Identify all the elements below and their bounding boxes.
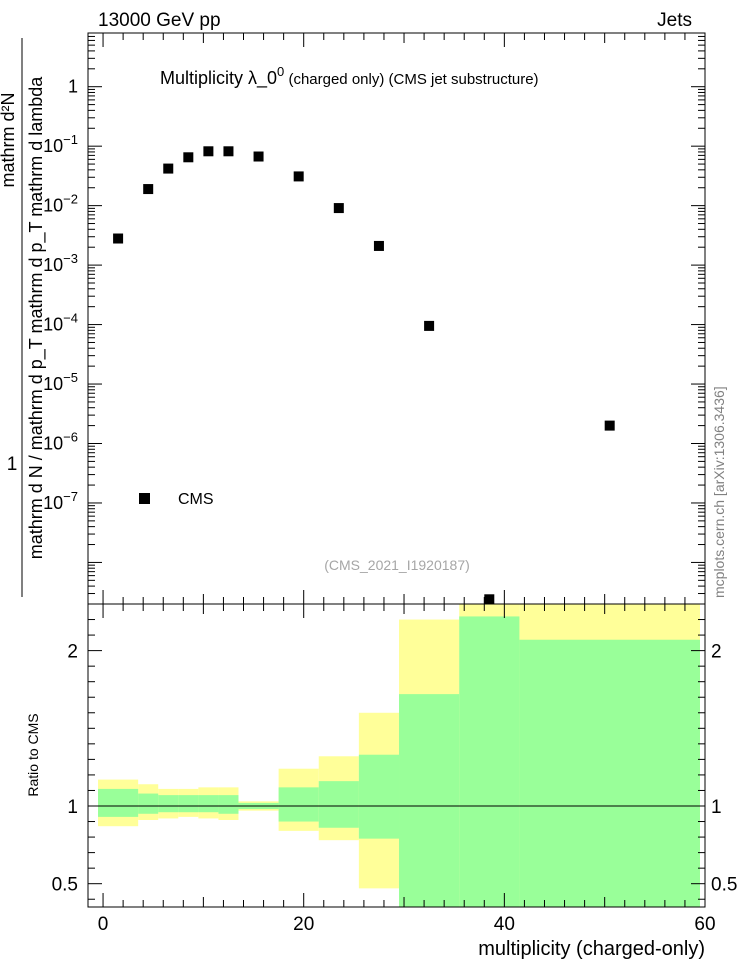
ratio-y-tick-label-right: 1 (711, 797, 722, 818)
ratio-x-tick-label: 0 (98, 914, 109, 935)
ratio-inner-band (198, 795, 219, 813)
ratio-y-tick-label-left: 1 (67, 797, 78, 818)
main-y-tick-labels: 1 10−1 10−2 10−3 10−4 10−5 10−6 10−7 (43, 77, 78, 513)
ratio-x-tick-label: 40 (494, 914, 515, 935)
ratio-x-tick-labels: 0 20 40 60 (98, 914, 716, 935)
data-point-cms (604, 420, 615, 431)
data-point-cms (293, 171, 304, 182)
data-point-cms (373, 240, 384, 251)
ratio-inner-band (399, 694, 460, 907)
ratio-y-tick-labels: 0.5 0.5 1 1 2 2 (52, 642, 738, 896)
ratio-inner-band (459, 616, 520, 907)
header-process-label: Jets (657, 10, 692, 31)
ylabel-numerator: mathrm d²N (0, 92, 18, 187)
ratio-inner-band (138, 793, 159, 814)
ylabel-prefix: 1 (7, 454, 18, 475)
data-point-cms (333, 203, 344, 214)
header-energy-label: 13000 GeV pp (98, 10, 221, 31)
ratio-y-tick-label-right: 0.5 (711, 875, 737, 896)
ratio-inner-band (318, 781, 359, 828)
main-y-tick-label: 10−5 (43, 370, 78, 394)
data-point-cms (484, 594, 495, 605)
plot-title-rest: (charged only) (CMS jet substructure) (284, 71, 538, 88)
ratio-y-tick-label-left: 2 (67, 642, 78, 663)
ratio-inner-band (178, 795, 199, 813)
legend-marker-cms (139, 493, 150, 504)
main-y-tick-label: 10−4 (43, 311, 78, 335)
analysis-watermark: (CMS_2021_I1920187) (324, 557, 470, 573)
main-y-tick-label: 10−2 (43, 192, 78, 216)
plot-title-sup: 0 (277, 64, 284, 79)
ratio-inner-band (218, 795, 239, 814)
main-y-tick-label: 1 (68, 77, 78, 97)
ratio-y-axis-label: Ratio to CMS (25, 713, 41, 796)
ratio-uncertainty-bands (98, 604, 700, 907)
ratio-inner-band (98, 788, 139, 817)
main-y-tick-label: 10−7 (43, 489, 78, 513)
data-point-cms (424, 320, 435, 331)
ratio-inner-band (158, 795, 179, 813)
data-point-cms (113, 233, 124, 244)
main-y-tick-label: 10−3 (43, 251, 78, 275)
main-y-tick-label: 10−1 (43, 132, 78, 156)
x-axis-label: multiplicity (charged-only) (478, 938, 705, 960)
ratio-axis-ticks (88, 604, 706, 907)
plot-title-main: Multiplicity λ_0 (160, 68, 277, 89)
main-plot-frame (87, 32, 706, 605)
ratio-plot-frame (87, 603, 706, 908)
ratio-inner-band (358, 754, 400, 839)
plot-title: Multiplicity λ_00 (charged only) (CMS je… (160, 64, 539, 89)
data-point-cms (203, 146, 214, 157)
data-point-cms (183, 152, 194, 163)
ratio-inner-band (278, 787, 319, 822)
legend-label-cms: CMS (178, 491, 214, 508)
ylabel-denominator: mathrm d N / mathrm d p_T mathrm d p_T m… (26, 76, 47, 559)
ratio-x-tick-label: 60 (694, 914, 715, 935)
main-y-axis-label: 1 mathrm d²N mathrm d N / mathrm d p_T m… (0, 38, 47, 597)
data-point-cms (223, 146, 234, 157)
main-axis-ticks (88, 32, 706, 605)
ratio-x-tick-label: 20 (293, 914, 314, 935)
side-reference-label: mcplots.cern.ch [arXiv:1306.3436] (711, 386, 727, 598)
data-point-cms (163, 163, 174, 174)
ratio-inner-band (519, 639, 700, 907)
data-point-cms (253, 151, 264, 162)
ratio-y-tick-label-right: 2 (711, 642, 722, 663)
ratio-y-tick-label-left: 0.5 (52, 875, 78, 896)
cms-data-points (113, 146, 615, 605)
data-point-cms (143, 184, 154, 195)
main-y-tick-label: 10−6 (43, 430, 78, 454)
